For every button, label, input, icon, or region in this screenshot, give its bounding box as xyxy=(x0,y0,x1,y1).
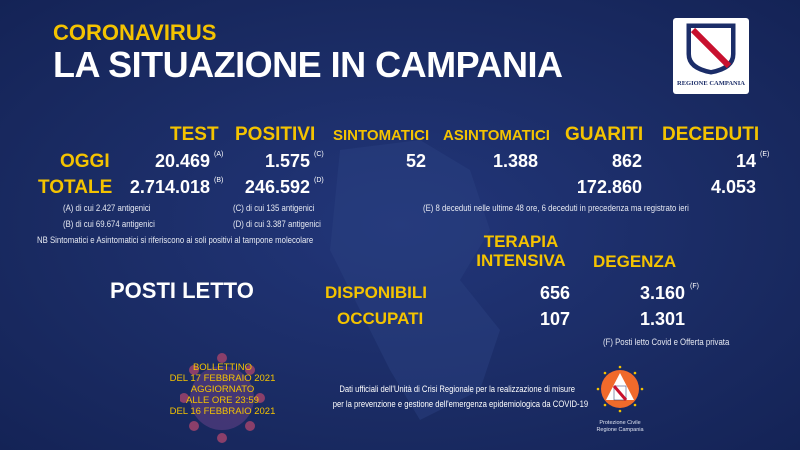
campania-map-silhouette xyxy=(330,140,500,420)
note-a: (A) di cui 2.427 antigenici xyxy=(63,203,151,214)
bollettino-line: AGGIORNATO xyxy=(190,384,255,395)
col-guariti: GUARITI xyxy=(565,124,644,145)
oggi-sintomatici: 52 xyxy=(405,151,426,171)
posti-letto-title: POSTI LETTO xyxy=(110,278,254,303)
pc-line2: Regione Campania xyxy=(596,427,644,433)
oggi-guariti: 862 xyxy=(611,151,642,171)
note-f: (F) Posti letto Covid e Offerta privata xyxy=(603,337,730,348)
col-test: TEST xyxy=(170,124,219,145)
totale-test-note: (B) xyxy=(214,177,224,184)
col-deceduti: DECEDUTI xyxy=(662,124,760,145)
footer-text: Dati ufficiali dell'Unità di Crisi Regio… xyxy=(290,382,589,412)
bollettino-line: DEL 17 FEBBRAIO 2021 xyxy=(169,373,276,384)
col-ti-line2: INTENSIVA xyxy=(476,251,566,270)
bollettino-line: DEL 16 FEBBRAIO 2021 xyxy=(169,406,276,417)
oggi-positivi-note: (C) xyxy=(314,151,324,158)
col-terapia-intensiva: TERAPIA INTENSIVA xyxy=(466,232,576,270)
regione-crest-icon xyxy=(686,23,736,75)
bollettino-info: BOLLETTINO DEL 17 FEBBRAIO 2021 AGGIORNA… xyxy=(160,362,285,417)
note-d: (D) di cui 3.387 antigenici xyxy=(233,219,321,230)
disponibili-ti: 656 xyxy=(539,283,570,303)
oggi-deceduti-note: (E) xyxy=(760,151,770,158)
totale-deceduti: 4.053 xyxy=(710,177,756,197)
regione-logo: REGIONE CAMPANIA xyxy=(673,18,749,94)
row-oggi-label: OGGI xyxy=(60,151,110,172)
header-kicker: CORONAVIRUS xyxy=(53,20,217,45)
virus-icon xyxy=(180,353,265,443)
protezione-civile-text: Protezione Civile Regione Campania xyxy=(585,420,655,434)
totale-test: 2.714.018 xyxy=(129,177,210,197)
oggi-test-note: (A) xyxy=(214,151,224,158)
totale-positivi-note: (D) xyxy=(314,177,324,184)
bollettino-line: ALLE ORE 23:59 xyxy=(186,395,259,406)
oggi-positivi: 1.575 xyxy=(264,151,310,171)
row-totale-label: TOTALE xyxy=(38,177,113,198)
occupati-label: OCCUPATI xyxy=(337,309,424,328)
footer-line2: per la prevenzione e gestione dell'emerg… xyxy=(332,399,589,409)
disponibili-degenza-note: (F) xyxy=(690,283,699,290)
oggi-asintomatici: 1.388 xyxy=(492,151,538,171)
col-degenza: DEGENZA xyxy=(593,252,677,271)
footer-line1: Dati ufficiali dell'Unità di Crisi Regio… xyxy=(339,384,575,394)
occupati-ti: 107 xyxy=(539,309,570,329)
protezione-civile-logo-icon xyxy=(596,365,644,413)
note-c: (C) di cui 135 antigenici xyxy=(233,203,315,214)
oggi-deceduti: 14 xyxy=(735,151,756,171)
oggi-test: 20.469 xyxy=(154,151,210,171)
disponibili-label: DISPONIBILI xyxy=(325,283,428,302)
totale-positivi: 246.592 xyxy=(244,177,310,197)
pc-line1: Protezione Civile xyxy=(599,420,641,426)
note-b: (B) di cui 69.674 antigenici xyxy=(63,219,155,230)
occupati-degenza: 1.301 xyxy=(639,309,685,329)
bollettino-line: BOLLETTINO xyxy=(192,362,253,373)
col-ti-line1: TERAPIA xyxy=(483,232,559,251)
col-asintomatici: ASINTOMATICI xyxy=(443,127,550,144)
page-title: LA SITUAZIONE IN CAMPANIA xyxy=(53,44,563,85)
note-e: (E) 8 deceduti nelle ultime 48 ore, 6 de… xyxy=(423,203,689,214)
col-sintomatici: SINTOMATICI xyxy=(333,127,430,144)
totale-guariti: 172.860 xyxy=(576,177,642,197)
note-nb: NB Sintomatici e Asintomatici si riferis… xyxy=(37,235,314,246)
logo-text: REGIONE CAMPANIA xyxy=(677,80,745,87)
col-positivi: POSITIVI xyxy=(235,124,316,145)
disponibili-degenza: 3.160 xyxy=(639,283,685,303)
